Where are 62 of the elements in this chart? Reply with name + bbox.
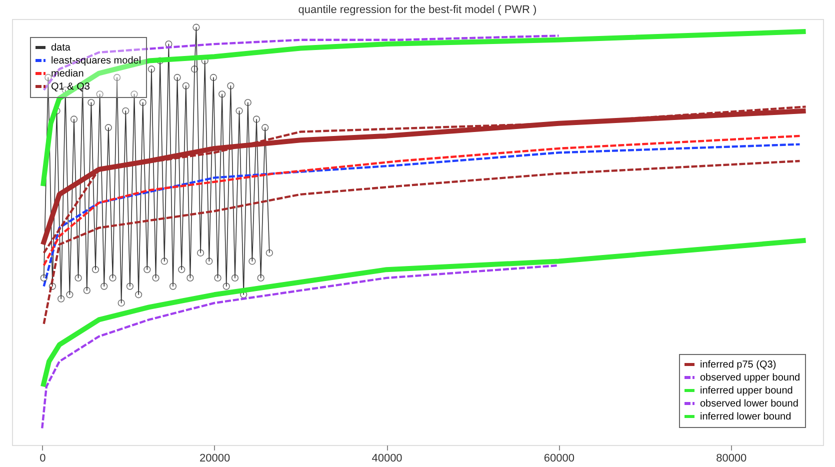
point	[186, 274, 194, 282]
point	[44, 74, 52, 82]
point	[192, 24, 200, 31]
point	[174, 74, 181, 82]
point	[66, 291, 74, 298]
legend-label: observed upper bound	[700, 372, 800, 384]
point	[218, 90, 226, 98]
point	[144, 266, 151, 274]
point	[196, 249, 204, 256]
legend-label: least-squares model	[51, 56, 142, 66]
point	[134, 291, 142, 298]
point	[178, 266, 186, 274]
x-tick-label: 60000	[544, 452, 574, 464]
point	[96, 90, 104, 98]
point	[182, 82, 190, 90]
point	[206, 258, 213, 265]
point	[210, 74, 218, 82]
point	[248, 258, 256, 265]
point	[126, 282, 134, 290]
point	[266, 249, 273, 256]
chart-title: quantile regression for the best-fit model ( PWR )	[298, 4, 537, 16]
point	[113, 74, 121, 82]
legend-label: inferred upper bound	[700, 386, 793, 396]
point	[40, 274, 48, 282]
point	[252, 116, 260, 123]
point	[214, 274, 222, 282]
point	[236, 107, 243, 114]
point	[74, 274, 82, 282]
point	[160, 258, 168, 265]
point	[169, 282, 177, 290]
point	[88, 98, 95, 106]
legend-label: observed lower bound	[700, 398, 798, 410]
point	[130, 90, 138, 98]
point	[262, 124, 269, 132]
point	[118, 299, 125, 307]
point	[227, 82, 234, 90]
point	[152, 274, 160, 282]
point	[104, 124, 112, 132]
legend-label: inferred p75 (Q3)	[700, 360, 776, 370]
point	[48, 282, 56, 290]
point	[92, 266, 100, 274]
point	[122, 107, 130, 114]
point	[58, 295, 65, 302]
point	[148, 66, 156, 73]
x-tick-label: 0	[40, 452, 46, 464]
point	[244, 98, 252, 106]
point	[83, 286, 90, 294]
point	[257, 274, 264, 282]
point	[190, 66, 198, 73]
legend-label: data	[51, 42, 71, 54]
point	[231, 274, 239, 282]
x-tick-label: 80000	[716, 452, 747, 464]
x-tick-label: 40000	[372, 452, 402, 464]
legend-label: inferred lower bound	[700, 412, 792, 422]
legend-label: median	[51, 68, 84, 80]
point	[70, 116, 78, 123]
point	[100, 282, 108, 290]
point	[109, 274, 116, 282]
point	[222, 282, 230, 290]
x-tick-label: 20000	[200, 452, 230, 464]
point	[139, 98, 146, 106]
legend-label: Q1 & Q3	[51, 82, 90, 92]
